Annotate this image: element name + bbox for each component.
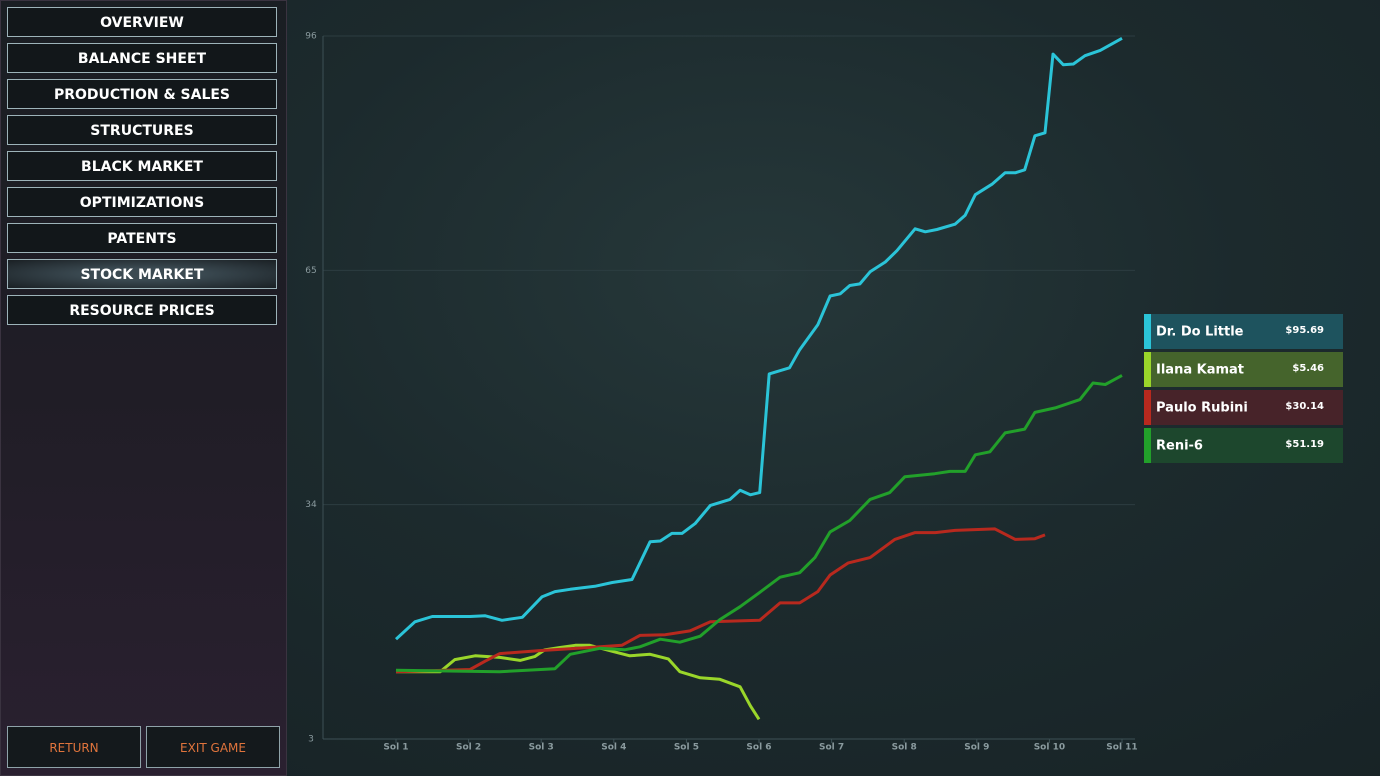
legend-box [1144, 352, 1343, 387]
legend-name: Ilana Kamat [1156, 363, 1244, 378]
menu-button[interactable]: BALANCE SHEET [7, 43, 277, 73]
legend-swatch [1144, 390, 1151, 425]
legend-price: $51.19 [1285, 439, 1324, 450]
price-line [395, 527, 1046, 674]
legend-entry[interactable]: Paulo Rubini $30.14 [1144, 390, 1343, 425]
x-tick-label: Sol 5 [674, 743, 699, 753]
price-line [395, 374, 1123, 674]
price-line [394, 36, 1123, 641]
legend-swatch [1144, 428, 1151, 463]
y-tick-label: 34 [305, 500, 317, 510]
menu-button[interactable]: OVERVIEW [7, 7, 277, 37]
return-button[interactable]: RETURN [7, 726, 141, 768]
y-tick-label: 96 [305, 32, 317, 42]
legend-name: Dr. Do Little [1156, 325, 1244, 340]
y-tick-label: 65 [305, 266, 316, 276]
x-tick-label: Sol 7 [819, 743, 844, 753]
legend-price: $95.69 [1285, 325, 1324, 336]
legend-swatch [1144, 314, 1151, 349]
menu-button[interactable]: OPTIMIZATIONS [7, 187, 277, 217]
legend-box [1144, 390, 1343, 425]
legend-box [1144, 314, 1343, 349]
x-tick-label: Sol 3 [529, 743, 554, 753]
menu-button[interactable]: PATENTS [7, 223, 277, 253]
legend-swatch [1144, 352, 1151, 387]
x-tick-label: Sol 4 [601, 743, 626, 753]
exit-button[interactable]: EXIT GAME [146, 726, 280, 768]
price-line [396, 643, 761, 721]
legend-entry[interactable]: Ilana Kamat $5.46 [1144, 352, 1343, 387]
x-tick-label: Sol 11 [1106, 743, 1137, 753]
legend-entry[interactable]: Reni-6 $51.19 [1144, 428, 1343, 463]
x-tick-label: Sol 9 [964, 743, 989, 753]
menu-button[interactable]: PRODUCTION & SALES [7, 79, 277, 109]
menu-button[interactable]: RESOURCE PRICES [7, 295, 277, 325]
legend-price: $30.14 [1285, 401, 1324, 412]
y-tick-label: 3 [308, 735, 314, 745]
legend-name: Reni-6 [1156, 439, 1203, 454]
menu-button[interactable]: STOCK MARKET [7, 259, 277, 289]
x-tick-label: Sol 1 [383, 743, 408, 753]
legend-price: $5.46 [1292, 363, 1324, 374]
x-tick-label: Sol 8 [892, 743, 917, 753]
legend-box [1144, 428, 1343, 463]
menu-button[interactable]: BLACK MARKET [7, 151, 277, 181]
x-tick-label: Sol 10 [1034, 743, 1065, 753]
menu-button[interactable]: STRUCTURES [7, 115, 277, 145]
x-tick-label: Sol 6 [746, 743, 771, 753]
legend-entry[interactable]: Dr. Do Little $95.69 [1144, 314, 1343, 349]
x-tick-label: Sol 2 [456, 743, 481, 753]
legend-name: Paulo Rubini [1156, 401, 1248, 416]
